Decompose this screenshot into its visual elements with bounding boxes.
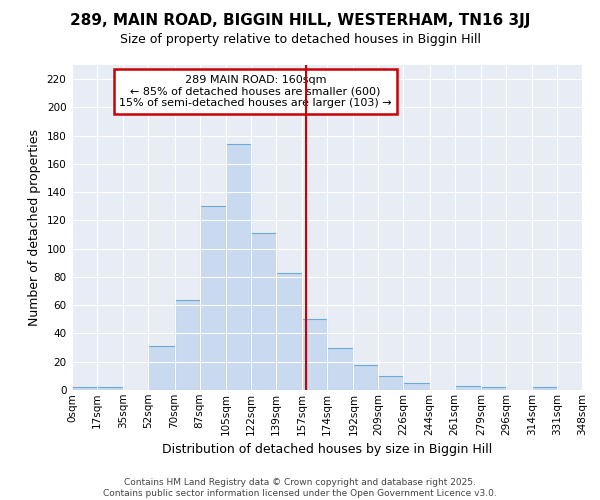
Bar [72,387,97,390]
Text: Size of property relative to detached houses in Biggin Hill: Size of property relative to detached ho… [119,32,481,46]
Bar [226,144,251,390]
Bar [251,233,276,390]
Text: Contains HM Land Registry data © Crown copyright and database right 2025.
Contai: Contains HM Land Registry data © Crown c… [103,478,497,498]
Bar [97,387,123,390]
Bar [276,272,302,390]
Bar [302,320,327,390]
Bar [532,387,557,390]
Bar [353,364,378,390]
Bar [403,383,430,390]
Bar [327,348,353,390]
Bar [199,206,226,390]
Bar [378,376,403,390]
Bar [481,387,506,390]
Bar [455,386,481,390]
Text: 289, MAIN ROAD, BIGGIN HILL, WESTERHAM, TN16 3JJ: 289, MAIN ROAD, BIGGIN HILL, WESTERHAM, … [70,12,530,28]
Bar [175,300,199,390]
X-axis label: Distribution of detached houses by size in Biggin Hill: Distribution of detached houses by size … [162,443,492,456]
Bar [148,346,175,390]
Y-axis label: Number of detached properties: Number of detached properties [28,129,41,326]
Text: 289 MAIN ROAD: 160sqm
← 85% of detached houses are smaller (600)
15% of semi-det: 289 MAIN ROAD: 160sqm ← 85% of detached … [119,74,392,108]
